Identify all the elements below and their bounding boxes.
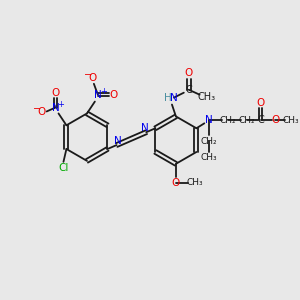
Text: O: O	[272, 116, 280, 125]
Text: N: N	[206, 116, 213, 125]
Text: C: C	[257, 116, 264, 125]
Text: CH₂: CH₂	[201, 136, 217, 146]
Text: −: −	[84, 70, 92, 80]
Text: Cl: Cl	[58, 163, 69, 173]
Text: N: N	[94, 90, 102, 100]
Text: O: O	[110, 90, 118, 100]
Text: C: C	[185, 85, 192, 95]
Text: −: −	[33, 104, 41, 115]
Text: O: O	[38, 107, 46, 117]
Text: N: N	[114, 136, 122, 146]
Text: N: N	[52, 103, 59, 112]
Text: +: +	[100, 87, 107, 96]
Text: N: N	[170, 93, 178, 103]
Text: O: O	[184, 68, 193, 78]
Text: CH₃: CH₃	[186, 178, 203, 187]
Text: CH₃: CH₃	[283, 116, 300, 125]
Text: CH₂: CH₂	[238, 116, 255, 125]
Text: +: +	[57, 100, 64, 109]
Text: N: N	[141, 123, 149, 133]
Text: O: O	[172, 178, 180, 188]
Text: CH₃: CH₃	[201, 153, 217, 162]
Text: O: O	[51, 88, 60, 98]
Text: O: O	[256, 98, 265, 108]
Text: CH₃: CH₃	[197, 92, 216, 102]
Text: O: O	[89, 73, 97, 83]
Text: CH₂: CH₂	[220, 116, 236, 125]
Text: H: H	[164, 93, 172, 103]
